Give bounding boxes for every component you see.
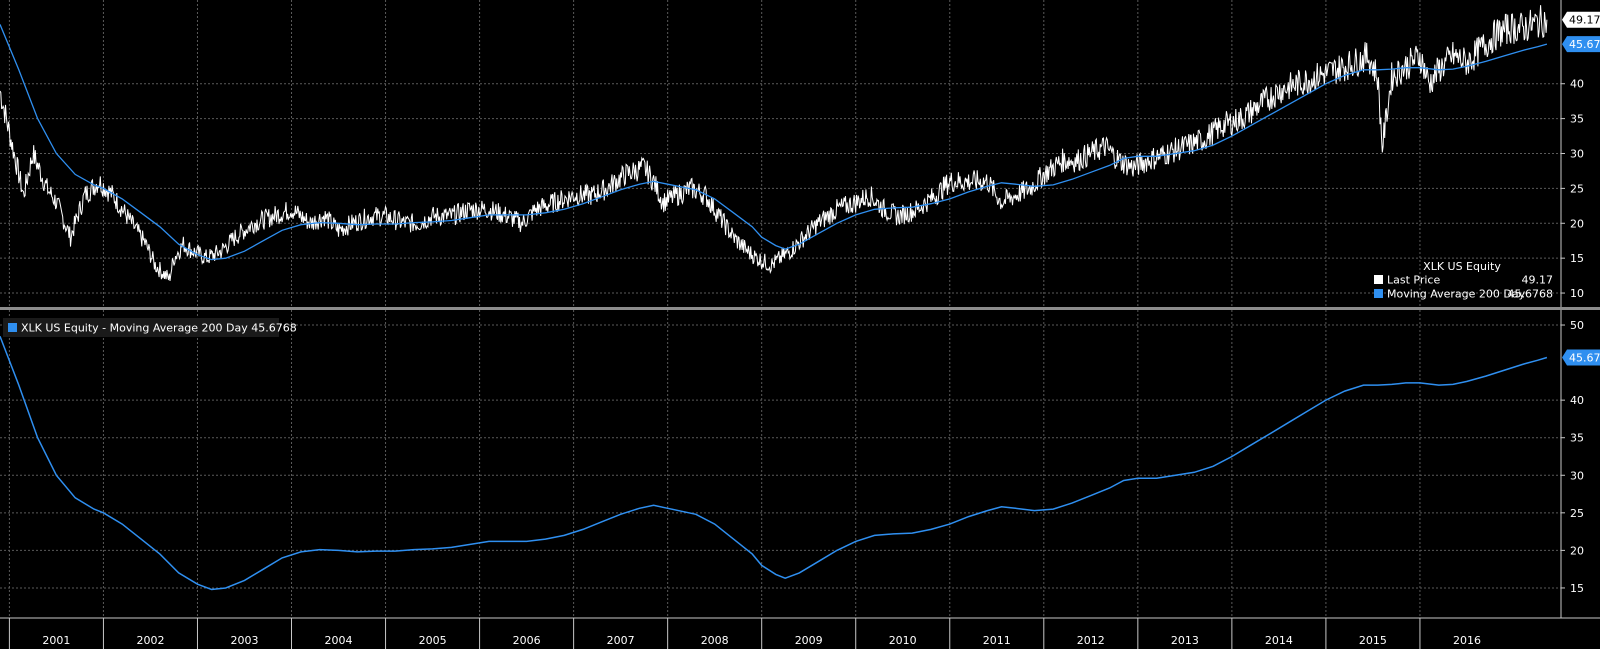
last-value-tag-text: 45.676 — [1569, 352, 1600, 365]
legend-swatch-last-price — [1374, 275, 1383, 284]
legend-swatch-moving-average — [1374, 289, 1383, 298]
ma-panel-grid — [0, 310, 1561, 618]
x-tick-label: 2014 — [1265, 634, 1293, 647]
y-tick-label: 30 — [1570, 148, 1584, 161]
y-tick-label: 40 — [1570, 394, 1584, 407]
last-value-tag-text: 49.17 — [1569, 14, 1600, 27]
last-value-tag: 45.676 — [1562, 349, 1600, 366]
x-tick-label: 2013 — [1171, 634, 1199, 647]
x-tick-label: 2012 — [1077, 634, 1105, 647]
last-value-tag-bg — [1562, 349, 1600, 366]
y-tick-label: 25 — [1570, 507, 1584, 520]
series-moving-average-200-day — [0, 24, 1548, 261]
x-tick-label: 2016 — [1453, 634, 1481, 647]
ma-legend: XLK US Equity - Moving Average 200 Day 4… — [3, 318, 297, 337]
last-value-tag: 49.17 — [1562, 11, 1600, 28]
ma-panel-plot — [0, 336, 1548, 591]
panel-divider[interactable] — [0, 307, 1600, 310]
legend-value-moving-average: 45.6768 — [1508, 288, 1554, 301]
x-tick-label: 2006 — [513, 634, 541, 647]
x-tick-label: 2004 — [325, 634, 353, 647]
y-tick-label: 35 — [1570, 432, 1584, 445]
y-tick-label: 35 — [1570, 113, 1584, 126]
price-panel-grid — [0, 0, 1561, 307]
x-tick-label: 2015 — [1359, 634, 1387, 647]
legend-swatch-moving-average-lower — [8, 323, 17, 332]
last-value-tag-bg — [1562, 11, 1600, 28]
legend-label-moving-average-lower: XLK US Equity - Moving Average 200 Day 4… — [21, 322, 297, 335]
y-tick-label: 25 — [1570, 182, 1584, 195]
x-tick-label: 2011 — [983, 634, 1011, 647]
y-tick-label: 40 — [1570, 78, 1584, 91]
legend-label-moving-average: Moving Average 200 Day — [1387, 288, 1526, 301]
series-last-price — [0, 5, 1548, 281]
x-tick-label: 2007 — [607, 634, 635, 647]
x-tick-label: 2009 — [795, 634, 823, 647]
x-tick-label: 2010 — [889, 634, 917, 647]
y-tick-label: 10 — [1570, 287, 1584, 300]
legend-title: XLK US Equity — [1423, 260, 1501, 273]
last-value-tag-bg — [1562, 36, 1600, 53]
price-panel-plot — [0, 5, 1548, 281]
ma-legend-box — [3, 318, 279, 337]
legend-label-last-price: Last Price — [1387, 274, 1440, 287]
legend-value-last-price: 49.17 — [1522, 274, 1554, 287]
y-tick-label: 20 — [1570, 544, 1584, 557]
x-tick-label: 2002 — [137, 634, 165, 647]
y-tick-label: 30 — [1570, 469, 1584, 482]
y-tick-label: 15 — [1570, 582, 1584, 595]
y-tick-label: 20 — [1570, 217, 1584, 230]
y-tick-label: 15 — [1570, 252, 1584, 265]
x-tick-label: 2001 — [42, 634, 70, 647]
last-value-tag-text: 45.676 — [1569, 38, 1600, 51]
x-tick-label: 2005 — [419, 634, 447, 647]
series-moving-average-200-day-lower — [0, 336, 1548, 591]
y-tick-label: 50 — [1570, 319, 1584, 332]
x-tick-label: 2003 — [231, 634, 259, 647]
last-value-tag: 45.676 — [1562, 36, 1600, 53]
x-tick-label: 2008 — [701, 634, 729, 647]
